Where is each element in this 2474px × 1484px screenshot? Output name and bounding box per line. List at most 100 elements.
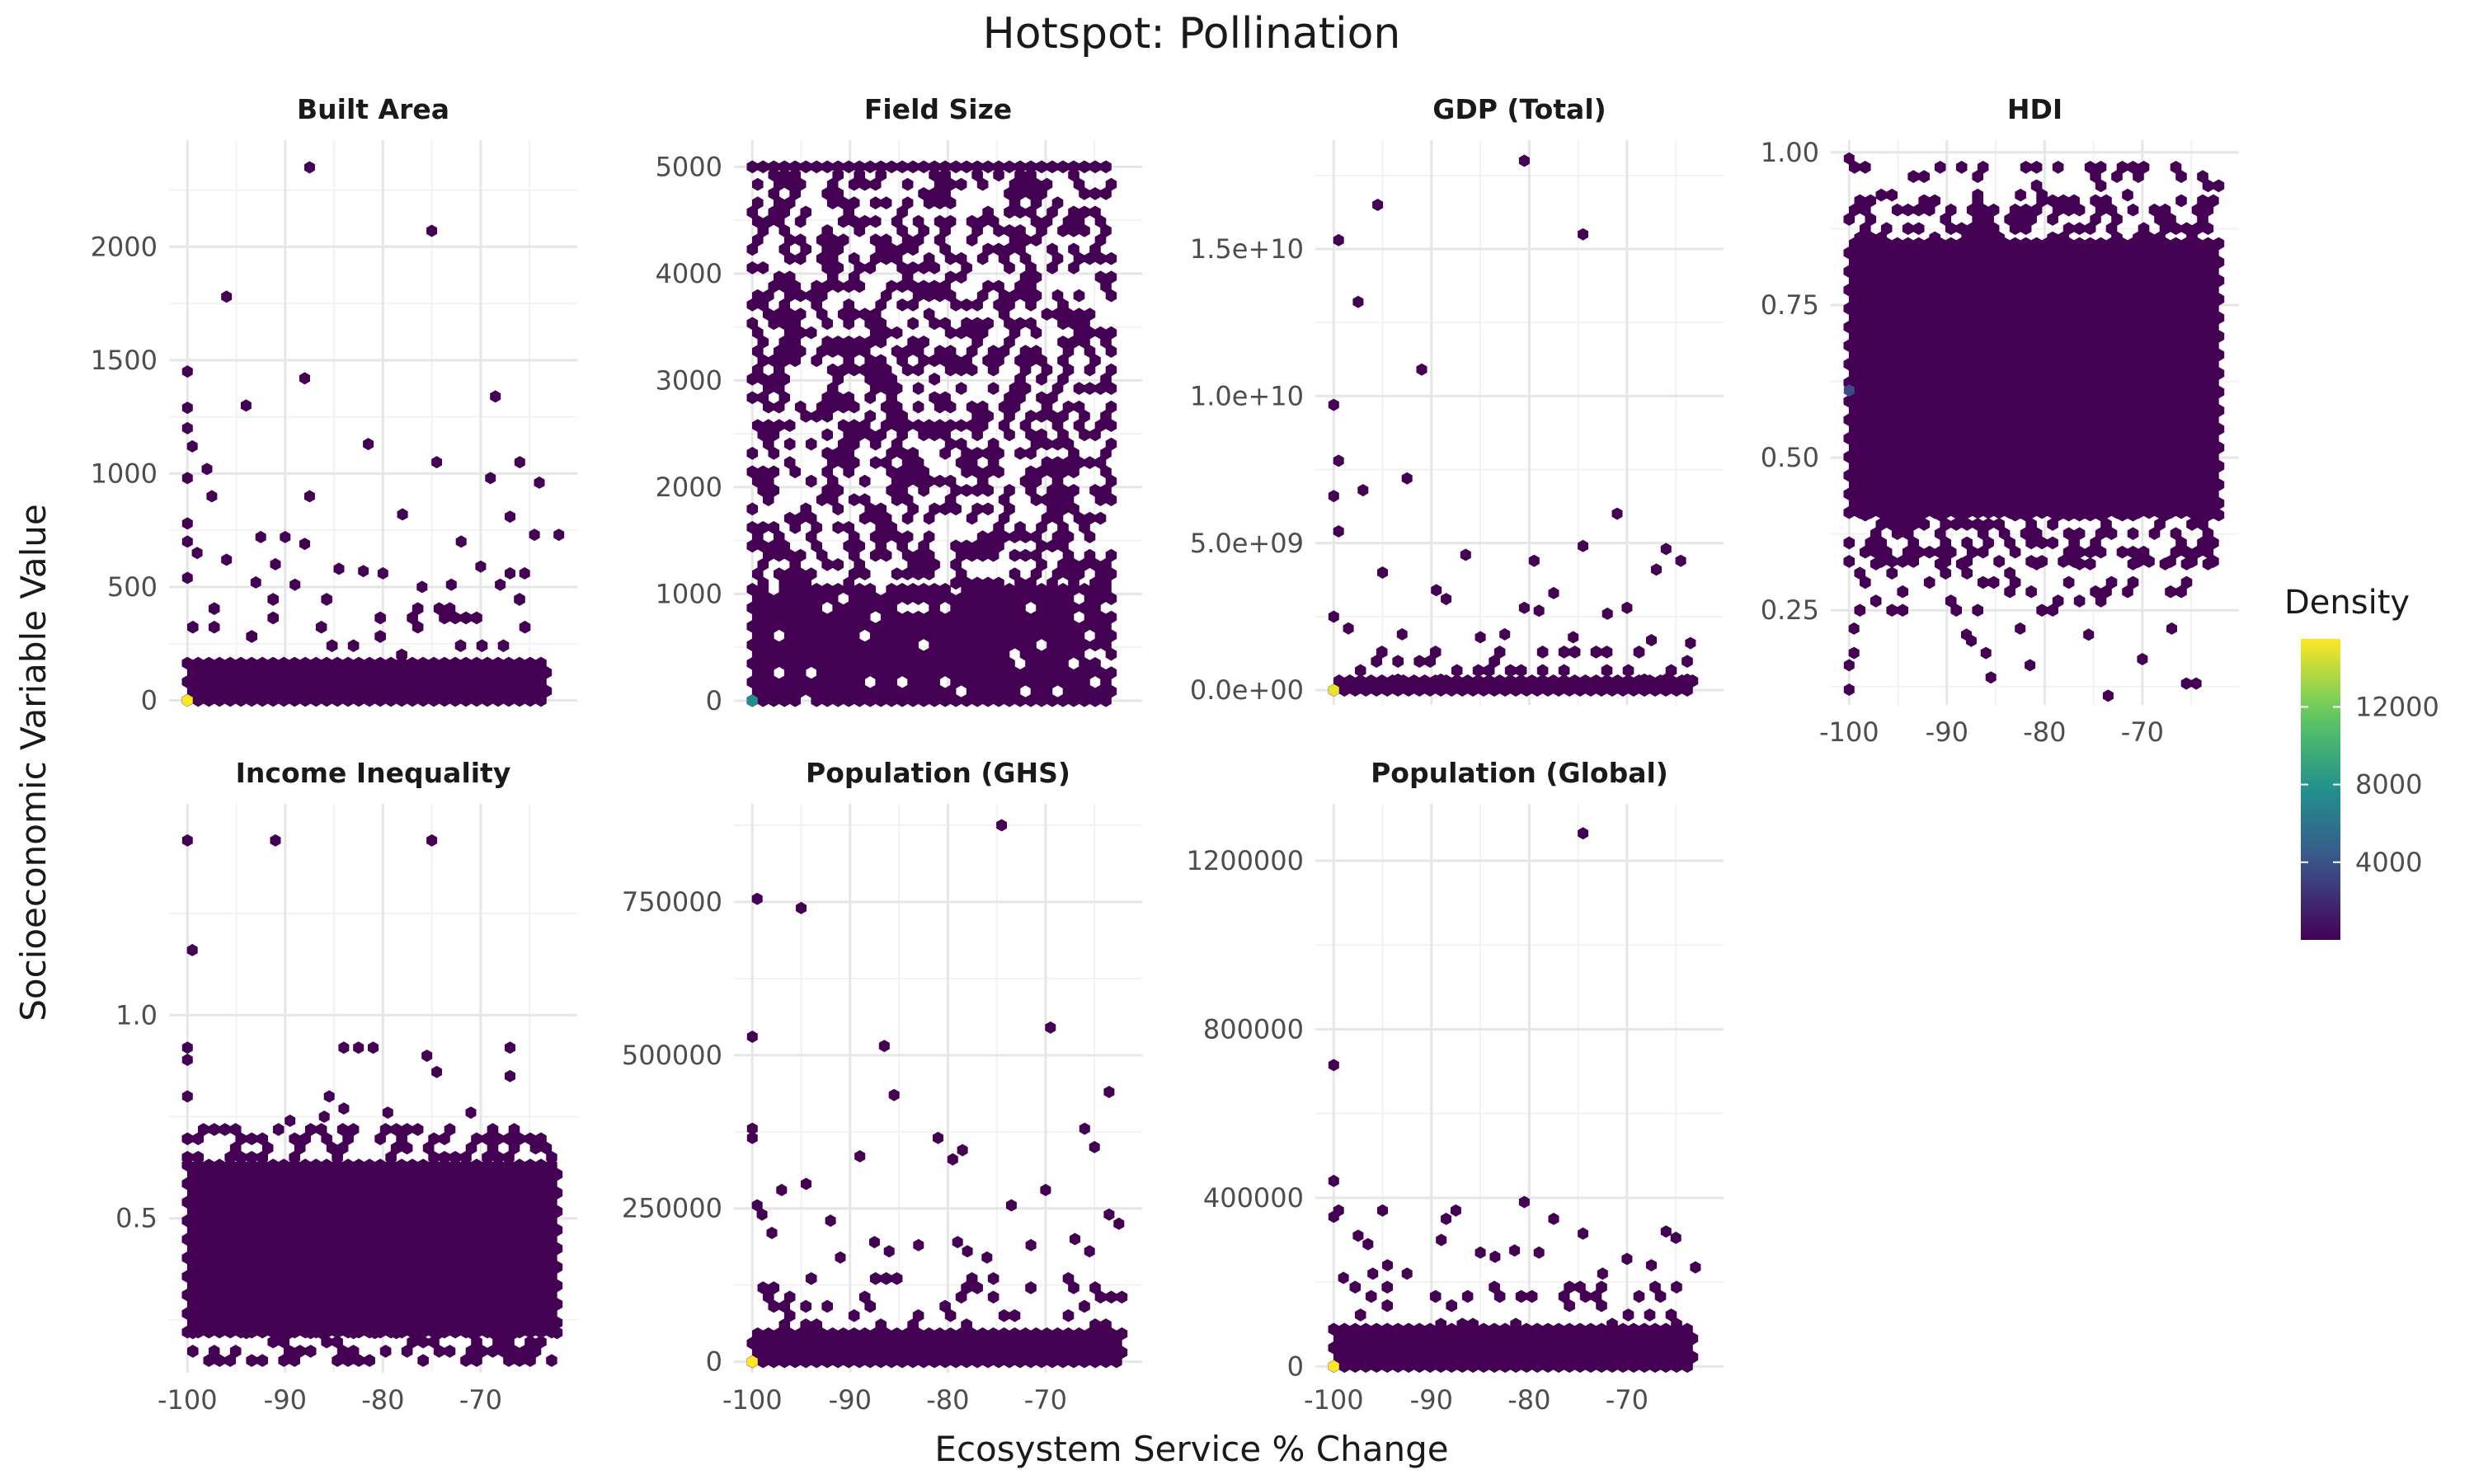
hex-cell — [1590, 646, 1602, 659]
hex-cell — [854, 168, 865, 182]
hex-cell — [1912, 508, 1925, 522]
y-tick-label: 1.0e+10 — [1190, 380, 1304, 411]
panel-grid — [1315, 140, 1724, 705]
hex-cell — [1352, 295, 1364, 308]
hex-cell — [2025, 659, 2036, 672]
hex-cell — [832, 168, 844, 182]
hex-cell — [315, 1123, 327, 1136]
x-tick-label: -70 — [1606, 1384, 1649, 1416]
hex-cell — [490, 390, 501, 403]
hex-cell — [966, 400, 978, 414]
hex-cell — [2015, 622, 2026, 635]
hex-cell — [854, 1150, 866, 1162]
y-tick-label: 0.0e+00 — [1190, 674, 1304, 706]
hex-cell — [1568, 631, 1579, 644]
hex-cell — [1993, 555, 2005, 568]
hex-cell — [514, 593, 525, 606]
y-tick-label: 0.75 — [1761, 289, 1819, 321]
hex-cell — [278, 1158, 289, 1172]
hex-cell — [1084, 511, 1096, 525]
hex-cell — [1372, 199, 1384, 211]
hex-cell — [2170, 161, 2182, 174]
hex-cell — [796, 901, 807, 914]
hex-cell — [880, 1271, 892, 1285]
panel-population-ghs: Population (GHS) 0 250000 500000 750000 -100 -… — [622, 757, 1142, 1416]
hex-cell — [505, 1041, 515, 1054]
hex-cell — [1553, 1322, 1564, 1336]
hex-cell — [181, 472, 193, 485]
hex-cell — [1036, 428, 1047, 442]
hex-cell — [1014, 447, 1026, 460]
hex-cell — [875, 168, 887, 182]
hex-cell — [289, 578, 301, 591]
hex-cell — [454, 639, 467, 653]
hex-cell — [209, 1123, 220, 1136]
hex-cell — [304, 1345, 317, 1358]
facet-label: GDP (Total) — [1432, 93, 1606, 125]
hex-cell — [1367, 1267, 1379, 1280]
hex-cell — [1460, 548, 1471, 561]
hex-cell — [766, 1227, 778, 1239]
hex-cell — [832, 521, 844, 534]
hex-cell — [416, 580, 428, 594]
hex-cell — [353, 1158, 365, 1172]
hex-cell — [338, 1041, 350, 1054]
hex-cell — [805, 437, 817, 451]
hex-cell — [1518, 154, 1530, 167]
y-tick-label: 250000 — [622, 1193, 722, 1224]
hex-cell — [1041, 456, 1053, 469]
hex-cell — [2083, 628, 2095, 641]
hex-cell — [374, 630, 386, 643]
hex-cell — [2102, 689, 2114, 702]
hex-cell — [1004, 484, 1015, 497]
hex-cell — [336, 1123, 349, 1136]
hex-cell — [299, 1158, 311, 1172]
hex-cell — [485, 472, 496, 485]
hex-cell — [2180, 222, 2193, 236]
hex-cell — [272, 1123, 285, 1136]
hex-cell — [524, 1158, 536, 1172]
panel-built-area: Built Area 0 500 1000 1500 2000 — [91, 93, 577, 716]
hex-cell — [1413, 1322, 1425, 1336]
hex-cell — [508, 1123, 520, 1136]
hex-cell — [2122, 188, 2133, 202]
hex-cell — [891, 1271, 903, 1285]
hex-cell — [858, 474, 871, 488]
hex-cell — [752, 289, 764, 303]
hex-cell — [2004, 566, 2015, 580]
hex-cell — [939, 317, 951, 331]
hex-cell — [961, 484, 972, 497]
hex-cell — [181, 1054, 193, 1066]
hex-cell — [1004, 582, 1015, 596]
hex-cell — [1681, 655, 1693, 669]
hex-cell — [270, 557, 281, 571]
hex-cell — [426, 834, 438, 847]
hex-cell — [363, 438, 374, 451]
hex-cell — [487, 1123, 499, 1136]
y-tick-label: 500 — [107, 571, 158, 603]
hexbin-cells — [181, 834, 563, 1368]
hex-cell — [848, 196, 860, 209]
hex-cell — [1602, 607, 1613, 620]
hex-cell — [256, 1354, 268, 1368]
hex-cell — [752, 419, 764, 432]
hex-cell — [1977, 575, 1989, 589]
panel-grid — [1315, 804, 1724, 1373]
hex-cell — [955, 382, 967, 395]
hex-cell — [783, 437, 796, 451]
hex-cell — [1886, 603, 1898, 618]
hex-cell — [347, 639, 360, 653]
hex-cell — [821, 1299, 833, 1313]
hex-cell — [1089, 1318, 1101, 1331]
hex-cell — [1633, 1289, 1645, 1303]
x-tick-label: -100 — [1304, 1384, 1364, 1416]
hex-cell — [794, 400, 807, 414]
hex-cell — [1848, 622, 1860, 635]
hex-cell — [1371, 1322, 1382, 1336]
hex-cell — [390, 1123, 402, 1136]
hex-cell — [1009, 548, 1021, 562]
hex-cell — [2213, 237, 2225, 251]
hex-cell — [746, 1031, 758, 1043]
hex-cell — [869, 233, 882, 247]
